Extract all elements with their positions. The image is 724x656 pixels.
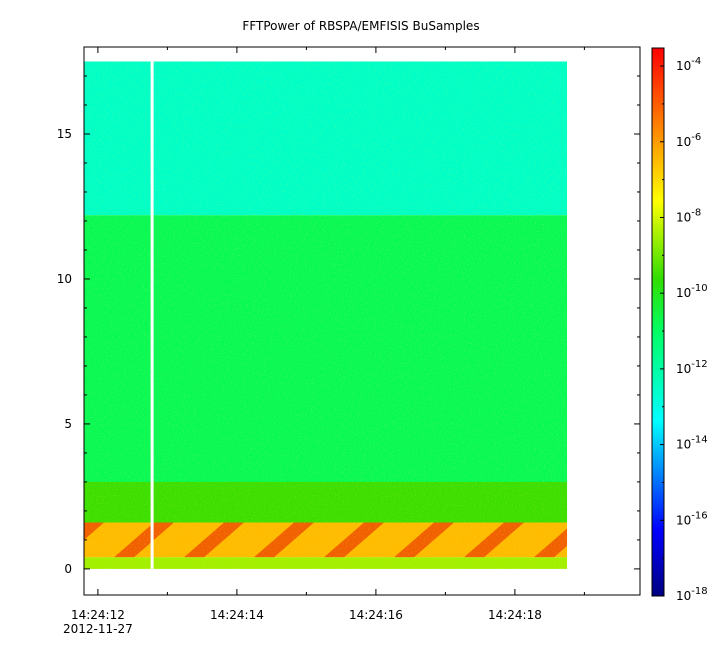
data-gap xyxy=(150,61,154,569)
y-tick-label: 15 xyxy=(57,127,72,141)
axes: 0 5 10 15 14:24:12 14:24:14 14:24:16 14:24:18 20… xyxy=(57,46,641,636)
x-tick-label: 14:24:12 xyxy=(71,608,125,622)
spectrogram-heatmap xyxy=(84,61,568,569)
colorbar: 10-4 10-6 10-8 10-10 10-12 10-14 10-16 10-18 xyxy=(651,47,708,603)
colorbar-tick-label: 10-8 xyxy=(676,207,701,224)
chart-title: FFTPower of RBSPA/EMFISIS BuSamples xyxy=(242,19,479,33)
x-date-label: 2012-11-27 xyxy=(63,622,133,636)
colorbar-tick-label: 10-10 xyxy=(676,283,708,300)
colorbar-tick-label: 10-6 xyxy=(676,132,701,149)
colorbar-tick-label: 10-12 xyxy=(676,359,708,376)
x-tick-label: 14:24:18 xyxy=(488,608,542,622)
colorbar-gradient xyxy=(651,47,665,597)
y-tick-label: 10 xyxy=(57,272,72,286)
plot-frame xyxy=(83,46,641,596)
x-tick-label: 14:24:14 xyxy=(210,608,264,622)
noise-overlay xyxy=(84,61,568,569)
y-tick-label: 5 xyxy=(64,417,72,431)
colorbar-tick-label: 10-14 xyxy=(676,435,708,452)
colorbar-tick-label: 10-16 xyxy=(676,510,708,527)
colorbar-tick-label: 10-18 xyxy=(676,586,708,603)
colorbar-tick-label: 10-4 xyxy=(676,56,701,73)
y-tick-label: 0 xyxy=(64,562,72,576)
x-tick-label: 14:24:16 xyxy=(349,608,403,622)
